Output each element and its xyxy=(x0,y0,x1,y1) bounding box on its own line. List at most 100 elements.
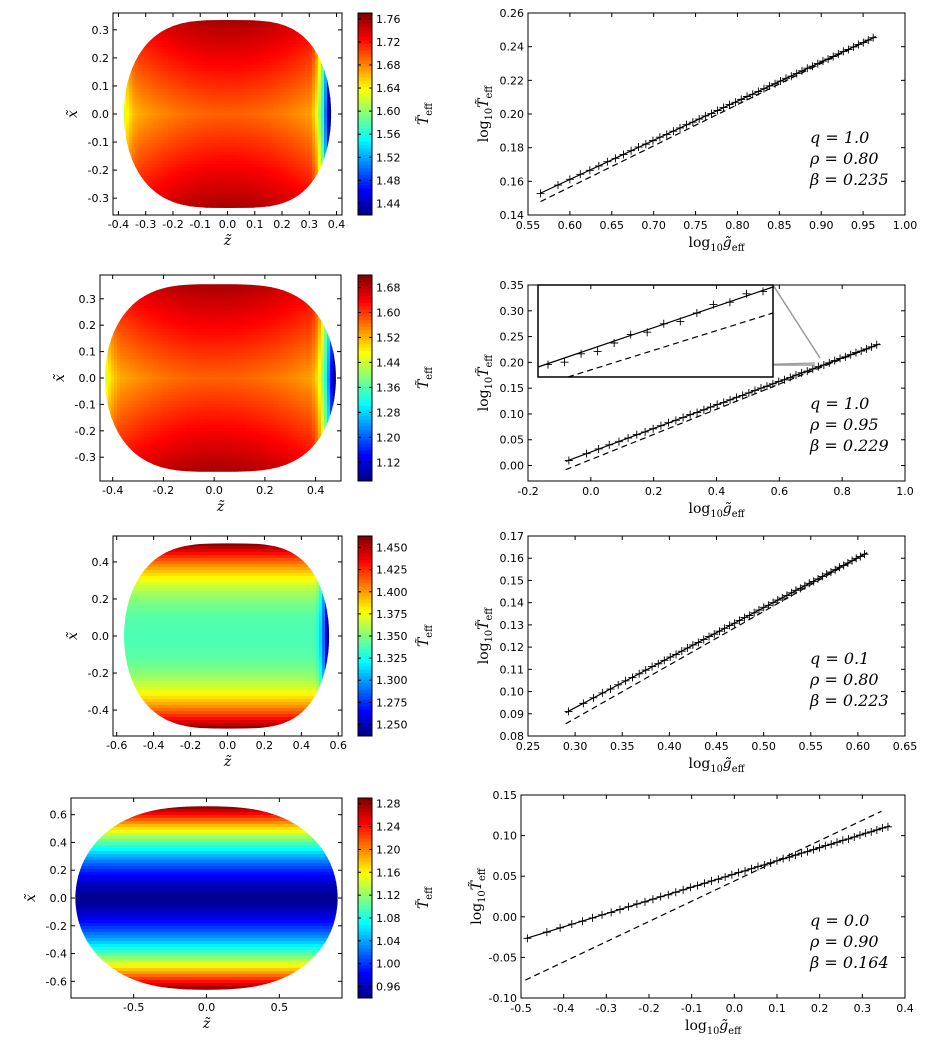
colorbar-tick-label: 1.300 xyxy=(376,674,408,687)
y-tick-label: 0.25 xyxy=(500,331,525,344)
data-point xyxy=(796,584,805,593)
data-point xyxy=(719,398,728,407)
data-point xyxy=(792,69,801,78)
data-point xyxy=(841,352,850,361)
colorbar-tick-label: 1.250 xyxy=(376,718,408,731)
y-tick-label: -0.2 xyxy=(88,667,109,680)
y-tick-label: 0.14 xyxy=(500,597,525,610)
data-point xyxy=(699,405,708,414)
data-point xyxy=(835,563,844,572)
data-point xyxy=(859,38,868,47)
data-point xyxy=(725,621,734,630)
x-tick-label: 0.25 xyxy=(516,740,541,753)
data-point xyxy=(750,608,759,617)
y-tick-label: -0.1 xyxy=(75,398,96,411)
data-point xyxy=(803,367,812,376)
data-point xyxy=(771,79,780,88)
data-point xyxy=(648,662,657,671)
x-tick-label: -0.5 xyxy=(123,1001,144,1014)
data-point xyxy=(756,384,765,393)
y-tick-label: 0.2 xyxy=(92,52,110,65)
y-tick-label: -0.6 xyxy=(46,975,67,988)
colorbar: 0.96 1.00 1.04 1.08 1.12 1.16 1.20 1.24 1.28 T̃ef… xyxy=(357,797,435,999)
data-point xyxy=(762,382,771,391)
data-point xyxy=(564,707,573,716)
data-points xyxy=(564,550,869,716)
fit-panel-1: 0.55 0.60 0.65 0.70 0.75 0.80 0.85 0.90 0.95 1.00… xyxy=(474,7,917,254)
y-tick-label: 0.22 xyxy=(500,74,525,87)
colorbar-tick-label: 1.76 xyxy=(376,13,401,26)
data-point xyxy=(720,624,729,633)
colorbar-tick-label: 1.12 xyxy=(376,456,401,469)
data-point xyxy=(594,444,603,453)
x-tick-label: 0.95 xyxy=(851,219,876,232)
y-tick-label: 0.00 xyxy=(500,460,525,473)
data-point xyxy=(833,838,842,847)
y-tick-label: 0.4 xyxy=(92,556,110,569)
data-point xyxy=(857,347,866,356)
data-point xyxy=(654,659,663,668)
y-tick-label: 0.05 xyxy=(500,434,525,447)
x-tick-label: 0.65 xyxy=(893,740,918,753)
y-tick-label: -0.4 xyxy=(46,948,67,961)
data-point xyxy=(713,106,722,115)
data-point xyxy=(860,550,869,559)
data-point xyxy=(579,699,588,708)
data-point xyxy=(713,400,722,409)
data-point xyxy=(809,577,818,586)
data-point xyxy=(727,870,736,879)
data-point xyxy=(624,902,633,911)
fit-annotation: q = 0.0 xyxy=(810,911,869,930)
map-y-axis-label: x̃ xyxy=(23,894,39,902)
data-point xyxy=(738,391,747,400)
data-point xyxy=(864,36,873,45)
x-tick-label: 0.2 xyxy=(256,484,274,497)
colorbar-tick-label: 1.44 xyxy=(376,356,401,369)
temperature-map xyxy=(123,20,332,208)
x-tick-label: -0.6 xyxy=(106,739,127,752)
x-tick-label: -0.2 xyxy=(517,485,538,498)
y-tick-label: 0.1 xyxy=(79,346,97,359)
data-point xyxy=(705,632,714,641)
fit-x-axis-label: log10g̃eff xyxy=(688,756,745,775)
data-point xyxy=(606,685,615,694)
data-point xyxy=(564,456,573,465)
colorbar-tick-label: 1.68 xyxy=(376,59,401,72)
dashed-reference-line xyxy=(525,810,882,981)
fit-annotation: ρ = 0.80 xyxy=(809,149,879,168)
data-point xyxy=(791,371,800,380)
fit-y-axis-label: log10T̃eff xyxy=(474,607,495,664)
data-point xyxy=(726,395,735,404)
y-tick-label: 0.18 xyxy=(500,142,525,155)
data-point xyxy=(523,934,532,943)
x-tick-label: 0.1 xyxy=(768,1002,786,1015)
x-tick-label: -0.3 xyxy=(135,218,156,231)
data-point xyxy=(780,375,789,384)
y-tick-label: 0.16 xyxy=(500,552,525,565)
data-point xyxy=(774,377,783,386)
x-tick-label: 0.4 xyxy=(293,739,311,752)
data-point xyxy=(836,354,845,363)
data-point xyxy=(829,52,838,61)
x-tick-label: 1.0 xyxy=(896,485,914,498)
y-tick-label: -0.2 xyxy=(75,425,96,438)
data-point xyxy=(818,572,827,581)
y-tick-label: 0.3 xyxy=(92,24,110,37)
dashed-reference-line xyxy=(565,552,868,725)
x-tick-label: 0.4 xyxy=(307,484,325,497)
data-point xyxy=(714,875,723,884)
x-tick-label: -0.4 xyxy=(102,484,123,497)
x-tick-label: -0.2 xyxy=(153,484,174,497)
colorbar-tick-label: 1.20 xyxy=(376,843,401,856)
colorbar-tick-label: 1.16 xyxy=(376,866,401,879)
colorbar-tick-label: 1.12 xyxy=(376,889,401,902)
colorbar-tick-label: 1.28 xyxy=(376,798,401,811)
map-x-axis-label: z̃ xyxy=(223,754,232,770)
data-point xyxy=(710,630,719,639)
data-point xyxy=(744,388,753,397)
data-point xyxy=(707,876,716,885)
data-point xyxy=(849,42,858,51)
y-tick-label: 0.24 xyxy=(500,41,525,54)
y-tick-label: 0.14 xyxy=(500,209,525,222)
